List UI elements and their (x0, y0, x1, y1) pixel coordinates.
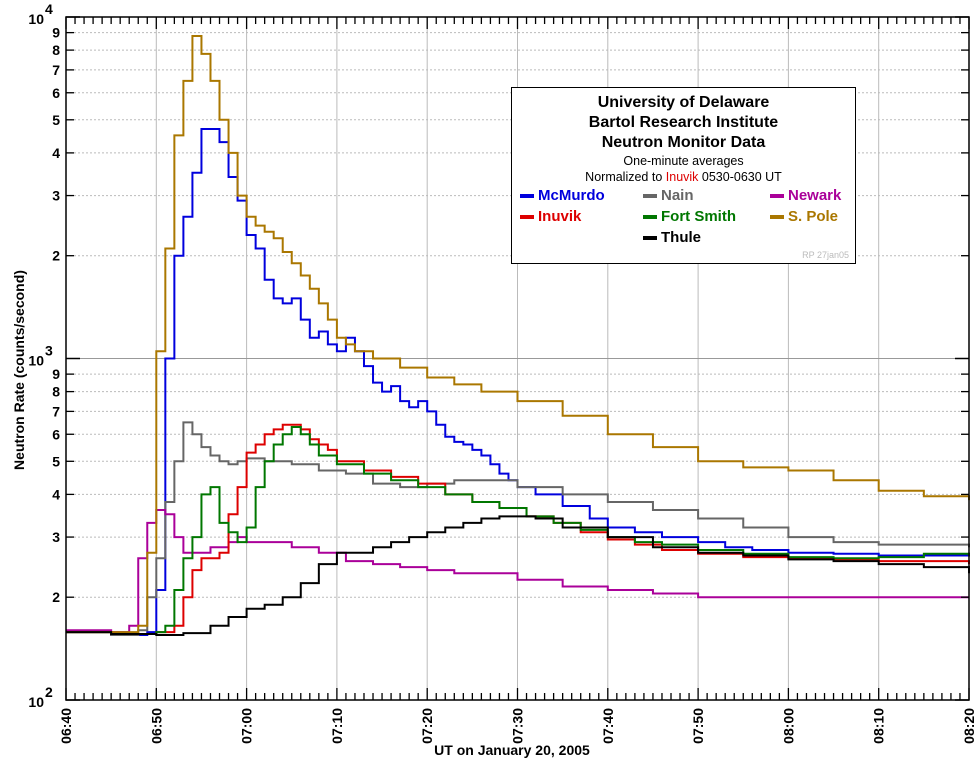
x-tick-label: 07:20 (419, 708, 435, 744)
y-minor-tick-label: 5 (52, 112, 60, 128)
legend-item-thule: Thule (643, 229, 701, 246)
x-tick-label: 07:10 (329, 708, 345, 744)
legend-label-thule: Thule (661, 229, 701, 246)
legend-subtitle-normalized: Normalized to Inuvik 0530-0630 UT (512, 170, 855, 184)
series-layer (66, 34, 970, 637)
legend-swatch-newark (770, 194, 784, 199)
series-line-inuvik (66, 423, 970, 636)
legend-item-s-pole: S. Pole (770, 208, 838, 225)
x-tick-label: 07:50 (690, 708, 706, 744)
y-minor-tick-label: 6 (52, 85, 60, 101)
legend-swatch-s-pole (770, 215, 784, 220)
y-major-tick-label: 10 (28, 11, 44, 27)
legend-normalized-station: Inuvik (665, 170, 699, 184)
axis-layer: 06:40 06:50 07:00 07:10 07:20 07:30 07:40 07:50… (28, 1, 975, 744)
x-tick-label: 07:00 (239, 708, 255, 744)
y-minor-tick-label: 8 (52, 42, 60, 58)
y-minor-tick-label: 2 (52, 589, 60, 605)
x-tick-label: 07:30 (510, 708, 526, 744)
y-minor-tick-label: 4 (52, 145, 60, 161)
legend-swatch-thule (643, 236, 657, 241)
x-tick-label: 06:50 (148, 708, 164, 744)
legend-item-mcmurdo: McMurdo (520, 187, 605, 204)
legend-title-line3: Neutron Monitor Data (601, 134, 766, 151)
series-line-s-pole (66, 34, 970, 634)
legend-label-s-pole: S. Pole (788, 208, 839, 225)
legend-swatch-inuvik (520, 215, 534, 220)
legend-label-newark: Newark (788, 187, 842, 204)
x-tick-label: 08:20 (961, 708, 975, 744)
legend-item-nain: Nain (643, 187, 694, 204)
y-minor-tick-label: 4 (52, 486, 60, 502)
legend-title-line2: Bartol Research Institute (588, 114, 779, 131)
legend-normalized-prefix: Normalized to (585, 170, 666, 184)
legend-item-inuvik: Inuvik (520, 208, 581, 225)
y-minor-tick-label: 6 (52, 426, 60, 442)
y-major-tick-exponent: 4 (45, 1, 53, 17)
y-minor-tick-label: 9 (52, 366, 60, 382)
y-major-tick-exponent: 2 (45, 684, 53, 700)
y-minor-tick-label: 8 (52, 384, 60, 400)
legend-item-newark: Newark (770, 187, 841, 204)
y-minor-tick-label: 2 (52, 248, 60, 264)
legend-label-nain: Nain (661, 187, 694, 204)
y-minor-tick-label: 9 (52, 25, 60, 41)
legend-label-fort-smith: Fort Smith (661, 208, 736, 225)
x-tick-label: 08:00 (780, 708, 796, 744)
plot-frame (65, 16, 970, 701)
series-line-thule (66, 515, 970, 637)
x-tick-label: 06:40 (58, 708, 74, 744)
y-major-tick-label: 10 (28, 353, 44, 369)
series-line-fort-smith (66, 426, 970, 636)
legend-swatch-nain (643, 194, 657, 199)
legend-normalized-suffix: 0530-0630 UT (698, 170, 782, 184)
legend-credit: RP 27jan05 (802, 250, 849, 260)
x-axis-title: UT on January 20, 2005 (434, 742, 590, 758)
y-minor-tick-label: 7 (52, 403, 60, 419)
legend-label-mcmurdo: McMurdo (538, 187, 605, 204)
y-major-tick-exponent: 3 (45, 343, 53, 359)
legend-subtitle-averages: One-minute averages (623, 154, 744, 168)
x-tick-label: 07:40 (600, 708, 616, 744)
series-line-nain (66, 421, 970, 637)
legend-item-fort-smith: Fort Smith (643, 208, 736, 225)
series-line-mcmurdo (66, 127, 970, 637)
legend-title-line1: University of Delaware (597, 94, 770, 111)
x-tick-label: 08:10 (871, 708, 887, 744)
y-minor-tick-label: 7 (52, 62, 60, 78)
legend-swatch-fort-smith (643, 215, 657, 220)
legend-label-inuvik: Inuvik (538, 208, 582, 225)
y-axis-title: Neutron Rate (counts/second) (11, 270, 27, 470)
y-minor-tick-label: 3 (52, 188, 60, 204)
y-minor-tick-label: 3 (52, 529, 60, 545)
y-minor-tick-label: 5 (52, 453, 60, 469)
legend: University of Delaware Bartol Research I… (511, 87, 856, 264)
legend-swatch-mcmurdo (520, 194, 534, 199)
y-major-tick-label: 10 (28, 694, 44, 710)
